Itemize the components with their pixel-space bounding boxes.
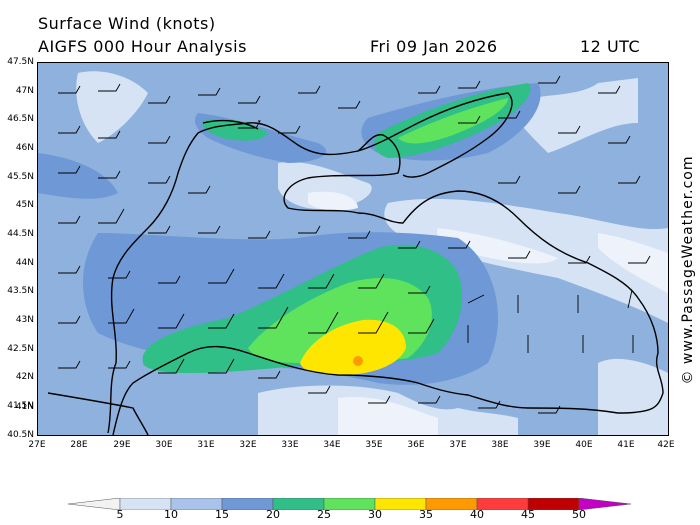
copyright-text: © www.PassageWeather.com — [680, 155, 696, 385]
forecast-date: Fri 09 Jan 2026 — [370, 37, 498, 56]
lat-label: 45.5N — [7, 172, 34, 182]
lon-label: 39E — [533, 440, 551, 450]
legend-swatch-gt50 — [578, 498, 632, 510]
chart-title: Surface Wind (knots) — [38, 14, 216, 33]
chart-subtitle: AIGFS 000 Hour Analysis — [38, 37, 247, 56]
legend-label: 35 — [419, 508, 433, 521]
lon-label: 32E — [239, 440, 257, 450]
lat-label: 42N — [15, 372, 34, 382]
lat-label: 41N — [15, 402, 34, 412]
lon-label: 34E — [323, 440, 341, 450]
lon-label: 35E — [365, 440, 383, 450]
lat-label: 47N — [15, 86, 34, 96]
legend-label: 30 — [368, 508, 382, 521]
lon-label: 31E — [197, 440, 215, 450]
lat-label: 45N — [15, 200, 34, 210]
copyright-label: © www.PassageWeather.com — [678, 150, 698, 390]
legend-label: 20 — [266, 508, 280, 521]
lon-label: 36E — [407, 440, 425, 450]
lon-label: 27E — [28, 440, 46, 450]
lon-label: 40E — [575, 440, 593, 450]
lat-label: 43.5N — [7, 286, 34, 296]
lat-label: 46N — [15, 143, 34, 153]
legend-label: 10 — [164, 508, 178, 521]
forecast-time: 12 UTC — [580, 37, 641, 56]
lon-label: 29E — [113, 440, 131, 450]
lat-label: 43N — [15, 315, 34, 325]
legend-label: 5 — [116, 508, 124, 521]
wind-barbs — [58, 75, 651, 414]
lon-label: 38E — [491, 440, 509, 450]
legend-label: 45 — [521, 508, 535, 521]
legend-swatch-lt5 — [68, 498, 121, 510]
lat-label: 47.5N — [7, 57, 34, 67]
lon-label: 42E — [657, 440, 675, 450]
lat-label: 41.5N — [7, 401, 34, 411]
legend-label: 40 — [470, 508, 484, 521]
gale-wind — [300, 319, 406, 375]
lat-label: 42.5N — [7, 344, 34, 354]
lat-label: 40.5N — [7, 430, 34, 440]
lon-label: 37E — [449, 440, 467, 450]
strong-wind-azov — [398, 98, 508, 144]
lat-label: 46.5N — [7, 114, 34, 124]
lon-label: 30E — [155, 440, 173, 450]
lon-label: 33E — [281, 440, 299, 450]
legend-label: 15 — [215, 508, 229, 521]
lon-label: 41E — [617, 440, 635, 450]
coastline — [47, 92, 664, 435]
lat-label: 44.5N — [7, 229, 34, 239]
legend-label: 50 — [572, 508, 586, 521]
peak-wind-spot — [353, 356, 363, 366]
lon-label: 28E — [70, 440, 88, 450]
legend-label: 25 — [317, 508, 331, 521]
lat-label: 44N — [15, 258, 34, 268]
color-legend — [68, 498, 632, 510]
wind-map[interactable] — [37, 62, 669, 436]
